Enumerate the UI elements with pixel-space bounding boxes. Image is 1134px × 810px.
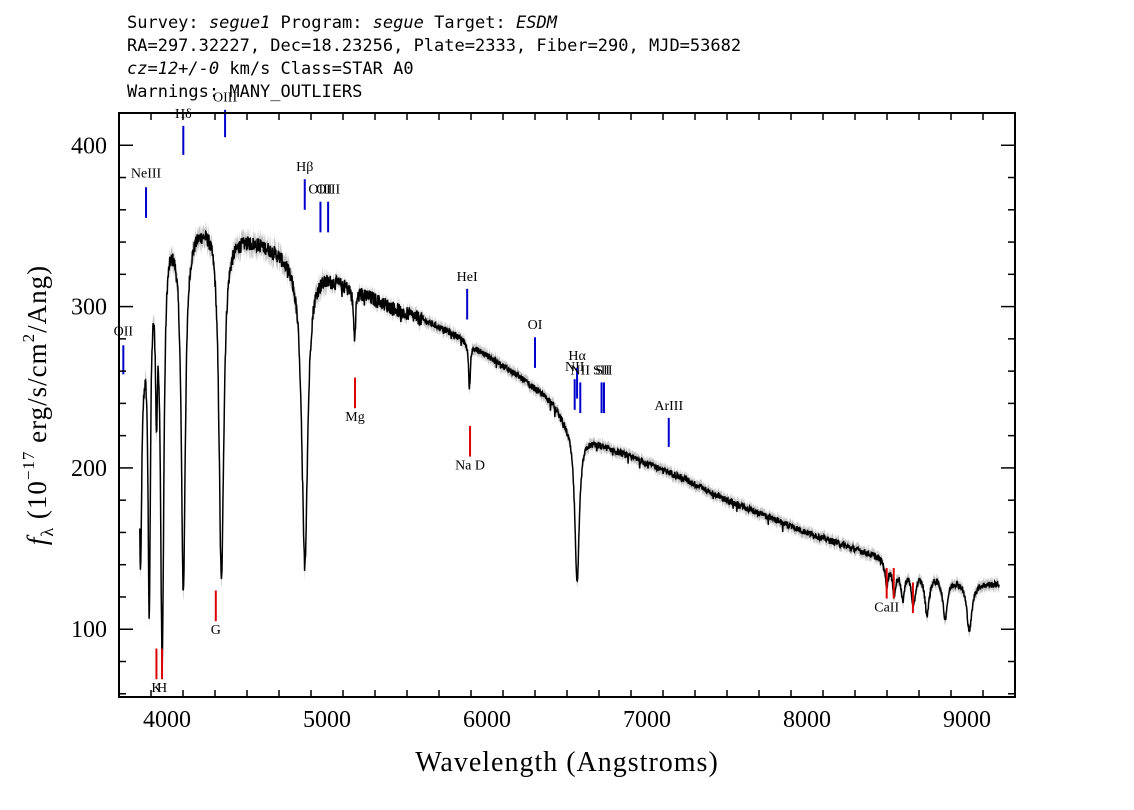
error-band [139,221,1000,677]
x-tick-label: 9000 [943,707,991,733]
spectrum-header: Survey: segue1 Program: segue Target: ES… [127,12,741,104]
axis-ticks-layer: 4000 5000 6000 7000 8000 9000 100 200 300 400 [71,113,1015,733]
absorption-label: Mg [345,410,364,425]
x-tick-label: 4000 [143,707,191,733]
absorption-label: H [157,681,167,696]
emission-label: NeIII [131,167,162,182]
header-warnings-line: Warnings: MANY_OUTLIERS [127,82,363,102]
emission-label: SII [593,363,610,378]
x-axis-label: Wavelength (Angstroms) [415,747,719,778]
emission-label: NII [571,363,591,378]
emission-label: Hβ [296,160,313,175]
y-axis-label: fλ (10−17 erg/s/cm2/Ang) [19,265,57,545]
emission-label: SII [595,363,612,378]
x-tick-label: 8000 [783,707,831,733]
header-coords-line: RA=297.32227, Dec=18.23256, Plate=2333, … [127,36,742,56]
emission-label: OIII [308,183,332,198]
header-redshift-line: cz=12+/-0 km/s Class=STAR A0 [127,59,414,79]
emission-label: OI [528,318,543,333]
x-tick-label: 7000 [623,707,671,733]
y-tick-label: 300 [71,295,107,321]
absorption-label: CaII [874,600,899,615]
error-band-layer [139,221,1000,677]
emission-label: ArIII [654,399,683,414]
emission-label: OIII [316,183,340,198]
x-tick-label: 5000 [303,707,351,733]
emission-label: OII [114,325,134,340]
y-tick-label: 100 [71,617,107,643]
absorption-label: Na D [455,459,485,474]
y-tick-label: 400 [71,133,107,159]
absorption-label: G [211,623,221,638]
header-survey-line: Survey: segue1 Program: segue Target: ES… [127,13,557,33]
absorption-label: K [151,681,161,696]
emission-label: Hα [568,349,586,364]
emission-label: HeI [457,270,478,285]
emission-label: NII [565,360,585,375]
x-tick-label: 6000 [463,707,511,733]
spectrum-line [139,229,1000,668]
emission-label: OIII [213,91,237,106]
line-markers-layer: OIINeIIIHδOIIIHβOIIIOIIIHeIOINIIHαNIISII… [114,91,914,696]
spectrum-layer [139,229,1000,668]
y-tick-label: 200 [71,456,107,482]
